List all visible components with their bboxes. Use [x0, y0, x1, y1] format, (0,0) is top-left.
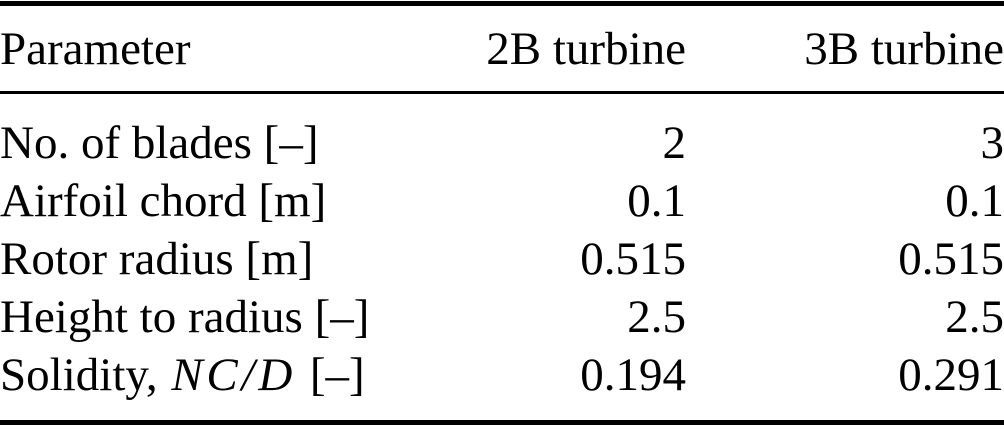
row-label: No. of blades [–] [0, 117, 319, 169]
row-label-prefix: Solidity, [0, 349, 170, 401]
row-label: Airfoil chord [m] [0, 175, 327, 227]
table-row-rotor-radius: Rotor radius [m] 0.515 0.515 [0, 230, 1004, 288]
value-2b: 0.194 [580, 349, 686, 401]
row-label: Height to radius [–] [0, 291, 370, 343]
table-row-no-of-blades: No. of blades [–] 2 3 [0, 93, 1004, 173]
value-2b: 0.515 [580, 233, 686, 285]
row-label: Rotor radius [m] [0, 233, 314, 285]
row-label-suffix: [–] [298, 349, 365, 401]
table-row-airfoil-chord: Airfoil chord [m] 0.1 0.1 [0, 172, 1004, 230]
value-3b: 0.515 [898, 233, 1004, 285]
table-row-solidity: Solidity, NC/D [–] 0.194 0.291 [0, 346, 1004, 423]
value-2b: 2 [662, 117, 687, 169]
table-row-height-to-radius: Height to radius [–] 2.5 2.5 [0, 288, 1004, 346]
row-label: Solidity, NC/D [–] [0, 346, 440, 423]
value-3b: 3 [980, 117, 1004, 169]
column-header-3b-turbine: 3B turbine [804, 22, 1004, 75]
row-label-math-ncd: NC/D [171, 349, 297, 401]
column-header-2b-turbine: 2B turbine [486, 22, 686, 75]
value-2b: 2.5 [627, 291, 686, 343]
table-header-row: Parameter 2B turbine 3B turbine [0, 4, 1004, 93]
value-3b: 0.291 [898, 349, 1004, 401]
value-3b: 0.1 [945, 175, 1004, 227]
value-2b: 0.1 [627, 175, 686, 227]
column-header-parameter: Parameter [0, 22, 191, 75]
value-3b: 2.5 [945, 291, 1004, 343]
